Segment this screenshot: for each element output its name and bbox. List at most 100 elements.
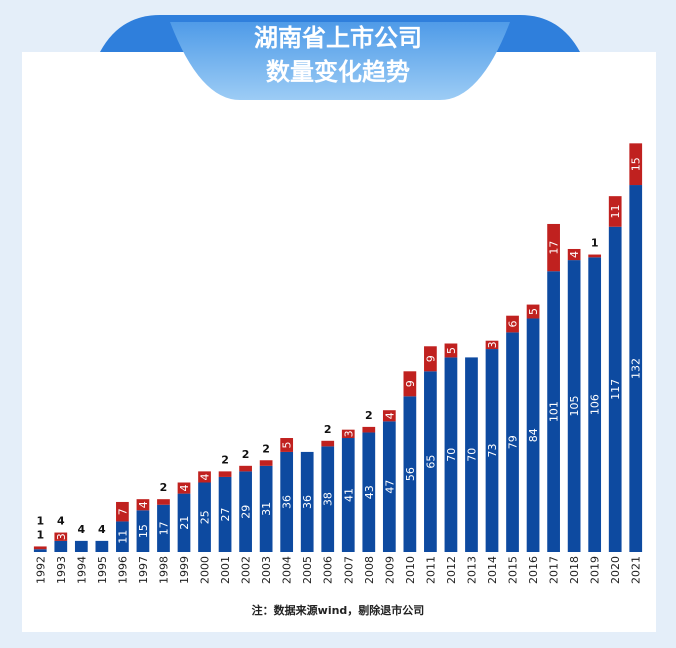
bar-segment (485, 340, 499, 350)
bar-segment (485, 349, 499, 552)
value-label: 65 (424, 455, 437, 469)
bar-segment (218, 476, 232, 552)
x-tick-label: 2016 (527, 556, 540, 584)
bar-segment (506, 332, 519, 552)
value-label: 56 (404, 467, 417, 481)
value-label: 4 (568, 251, 581, 258)
bar-segment (157, 499, 170, 505)
value-label: 5 (527, 308, 540, 315)
x-tick-label: 2015 (507, 556, 520, 584)
x-tick-label: 1997 (137, 556, 150, 584)
value-label: 17 (548, 241, 561, 255)
value-label: 2 (324, 423, 332, 436)
value-label: 3 (55, 533, 68, 540)
bar-segment (33, 549, 47, 552)
bar-segment (424, 346, 437, 372)
bar-segment (588, 257, 602, 552)
bar-segment (198, 482, 211, 552)
bar-segment (259, 465, 273, 552)
bar-segment (629, 185, 643, 553)
bar-segment (239, 471, 252, 552)
bar-segment (526, 318, 540, 552)
value-label: 5 (445, 347, 458, 354)
bar-segment (567, 248, 581, 261)
x-tick-label: 2019 (589, 556, 602, 584)
value-label: 84 (527, 428, 540, 442)
value-label: 4 (78, 523, 86, 536)
bar-segment (218, 471, 232, 477)
title-line: 湖南省上市公司 (254, 24, 422, 52)
x-tick-label: 2014 (486, 556, 499, 584)
bar-segment (403, 371, 417, 397)
bar-segment (341, 429, 355, 439)
x-tick-label: 1995 (96, 556, 109, 584)
value-label: 15 (630, 157, 643, 171)
value-label: 2 (262, 442, 270, 455)
value-label: 1 (591, 237, 599, 250)
bar-segment (382, 410, 396, 422)
value-label: 11 (609, 204, 622, 218)
bar-segment (403, 396, 417, 552)
x-tick-label: 1996 (116, 556, 129, 584)
bar-segment (116, 521, 129, 552)
value-label: 70 (465, 448, 478, 462)
value-label: 2 (221, 453, 229, 466)
bar-segment (506, 315, 519, 333)
value-label: 7 (116, 508, 129, 515)
x-tick-label: 2013 (465, 556, 478, 584)
x-tick-label: 1992 (34, 556, 47, 584)
value-label: 1 (36, 528, 44, 541)
value-label: 117 (609, 379, 622, 400)
x-tick-label: 2008 (363, 556, 376, 584)
x-tick-label: 2020 (609, 556, 622, 584)
value-label: 36 (281, 495, 294, 509)
bar-segment (362, 426, 376, 433)
value-label: 4 (98, 523, 106, 536)
x-tick-label: 2017 (548, 556, 561, 584)
note: 注：数据来源wind，剔除退市公司 (252, 603, 425, 617)
x-tick-label: 2010 (404, 556, 417, 584)
x-tick-label: 2005 (301, 556, 314, 584)
value-label: 31 (260, 502, 273, 516)
value-label: 36 (301, 495, 314, 509)
bar-segment (95, 540, 109, 552)
x-tick-label: 2021 (630, 556, 643, 584)
value-label: 25 (199, 510, 212, 524)
bar-segment (157, 504, 170, 552)
bar-segment (341, 438, 355, 552)
value-label: 4 (383, 412, 396, 419)
x-tick-label: 1993 (55, 556, 68, 584)
value-label: 9 (424, 355, 437, 362)
bar-segment (136, 510, 150, 552)
value-label: 21 (178, 516, 191, 530)
bar-segment (321, 446, 335, 552)
bar-segment (54, 540, 68, 552)
title-line: 数量变化趋势 (266, 58, 410, 86)
bar-segment (259, 460, 273, 466)
value-label: 29 (240, 505, 253, 519)
value-label: 2 (160, 481, 168, 494)
value-label: 15 (137, 524, 150, 538)
value-label: 105 (568, 396, 581, 417)
value-label: 38 (322, 492, 335, 506)
bar-segment (177, 493, 191, 552)
bar-segment (629, 143, 643, 186)
x-tick-label: 2012 (445, 556, 458, 584)
value-label: 4 (57, 515, 65, 528)
value-label: 132 (630, 358, 643, 379)
value-label: 43 (363, 485, 376, 499)
bar-segment (382, 421, 396, 552)
value-label: 17 (157, 521, 170, 535)
x-tick-label: 2003 (260, 556, 273, 584)
bar-segment (136, 499, 150, 511)
bar-segment (547, 223, 560, 272)
value-label: 47 (383, 480, 396, 494)
value-label: 27 (219, 507, 232, 521)
x-tick-label: 1994 (75, 556, 88, 584)
bar-segment (608, 226, 622, 553)
x-tick-label: 2007 (342, 556, 355, 584)
x-tick-label: 2000 (199, 556, 212, 584)
bar-segment (588, 254, 602, 258)
bar-segment (547, 271, 560, 552)
